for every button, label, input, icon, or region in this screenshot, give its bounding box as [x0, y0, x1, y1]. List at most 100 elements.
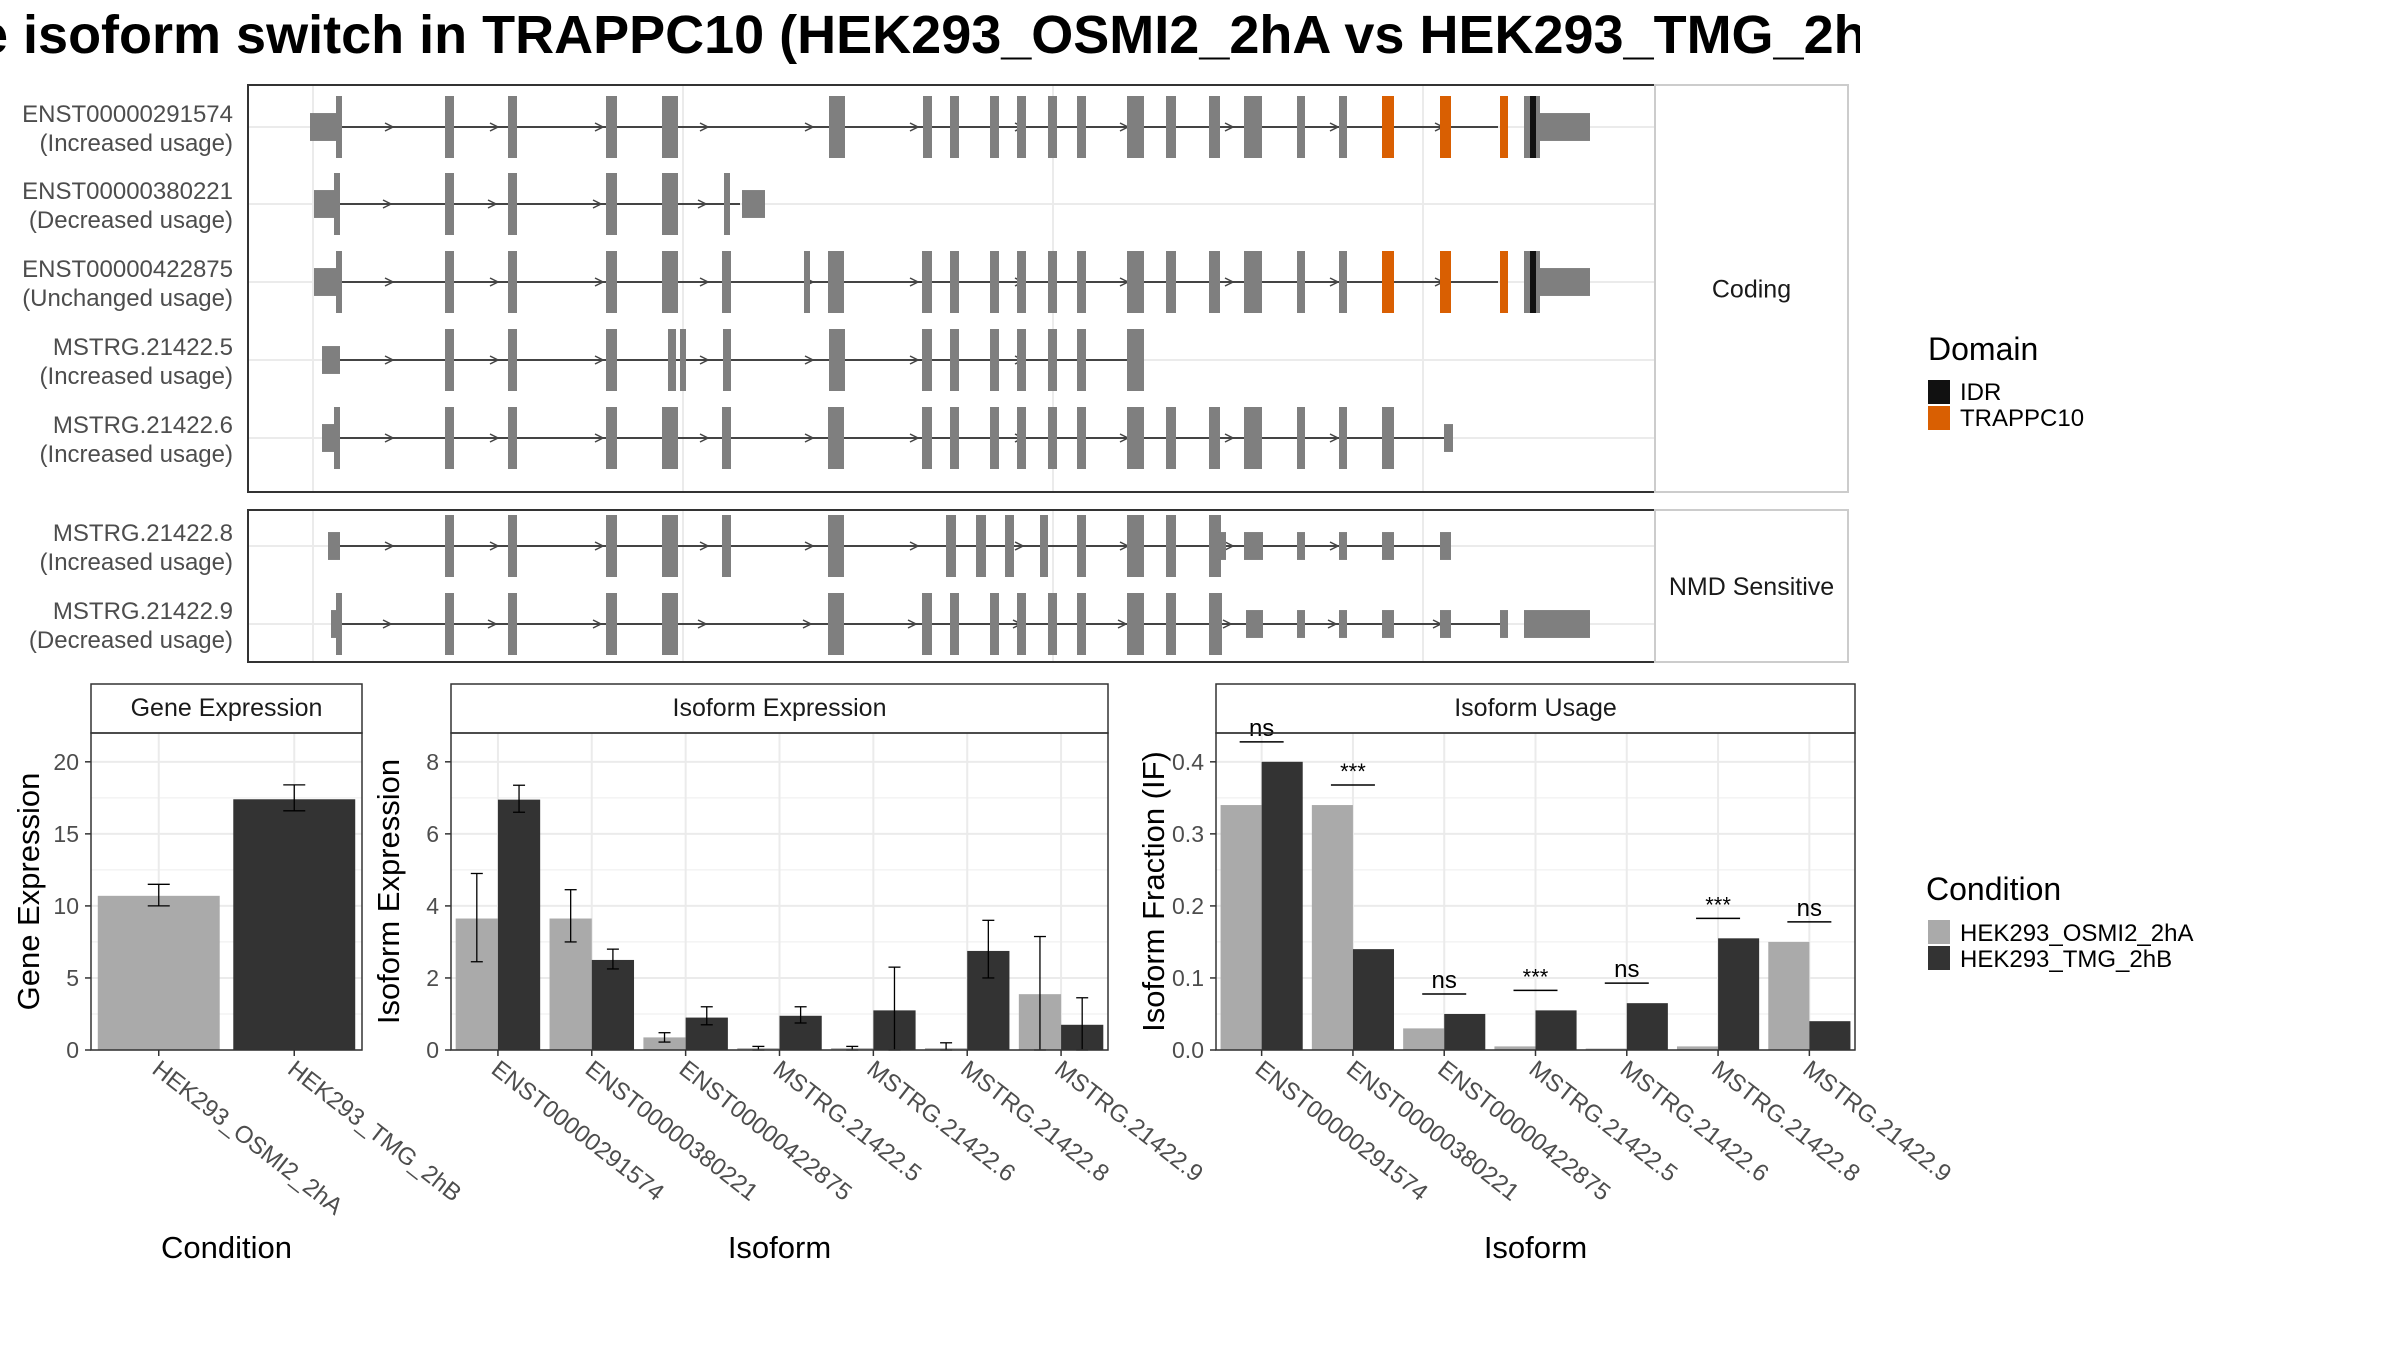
exon: [1218, 532, 1226, 560]
transcript-model-3: [314, 251, 1590, 313]
bar-panel-2: Isoform Expression 0 2 4 6 8 ENST00000291574EN…: [371, 683, 1208, 1265]
domain-legend-label: IDR: [1960, 379, 2001, 406]
transcript-model-7: [331, 593, 1590, 655]
exon: [606, 96, 617, 158]
domain-trappc10-exon: [1440, 251, 1451, 313]
exon: [1040, 515, 1048, 577]
panel-title: Isoform Usage: [1454, 694, 1617, 722]
exon: [445, 96, 454, 158]
exon: [1127, 593, 1144, 655]
exon: [508, 96, 517, 158]
exon: [1339, 610, 1347, 638]
y-tick-label: 2: [426, 965, 439, 991]
exon: [950, 251, 959, 313]
exon: [829, 96, 845, 158]
bar: [591, 959, 635, 1050]
facet-strip: [1215, 683, 1856, 734]
exon: [1166, 251, 1176, 313]
exon: [1017, 251, 1026, 313]
exon: [1339, 407, 1347, 469]
exon: [1127, 329, 1144, 391]
exon: [1127, 96, 1144, 158]
exon: [1297, 532, 1305, 560]
strand-arrow: [489, 355, 500, 365]
exon: [1500, 610, 1508, 638]
strand-arrow: [1329, 433, 1340, 443]
exon: [662, 515, 678, 577]
exon: [1244, 251, 1262, 313]
bar: [1403, 1028, 1445, 1050]
exon: [950, 593, 959, 655]
condition-legend-label: HEK293_OSMI2_2hA: [1960, 920, 2193, 947]
exon: [1209, 593, 1222, 655]
x-tick-label: MSTRG.21422.9: [1798, 1055, 1957, 1187]
domain-trappc10-exon: [1500, 251, 1508, 313]
strand-arrow: [384, 541, 395, 551]
y-tick-label: 10: [53, 893, 79, 919]
transcript-usage-label: (Decreased usage): [29, 207, 233, 234]
exon: [662, 593, 678, 655]
x-tick-label: ENST00000291574: [486, 1055, 669, 1206]
strand-arrow: [1329, 122, 1340, 132]
bar: [1352, 949, 1395, 1050]
strand-arrow: [804, 122, 815, 132]
exon: [445, 515, 454, 577]
exon: [1209, 96, 1220, 158]
exon: [314, 190, 336, 218]
bar: [1676, 1046, 1719, 1050]
exon: [508, 515, 517, 577]
strand-arrow: [909, 355, 920, 365]
strand-arrow: [1224, 433, 1235, 443]
transcript-model-5: [322, 407, 1453, 469]
transcript-model-2: [314, 173, 765, 235]
domain-legend-key-idr: [1928, 380, 1950, 404]
bar: [1311, 805, 1353, 1050]
exon: [606, 515, 617, 577]
exon: [1166, 407, 1176, 469]
domain-trappc10-exon: [1382, 251, 1394, 313]
bar: [233, 799, 356, 1050]
strand-arrow: [1329, 277, 1340, 287]
strand-arrow: [384, 277, 395, 287]
exon: [508, 593, 517, 655]
exon: [990, 251, 999, 313]
exon: [508, 173, 517, 235]
exon: [1297, 610, 1305, 638]
exon: [508, 251, 517, 313]
exon: [723, 329, 731, 391]
transcript-model-1: [310, 96, 1590, 158]
strand-arrow: [909, 277, 920, 287]
strand-arrow: [1224, 277, 1235, 287]
exon: [1297, 96, 1305, 158]
exon: [1077, 515, 1086, 577]
strand-arrow: [909, 122, 920, 132]
exon: [1017, 593, 1026, 655]
strand-arrow: [699, 122, 710, 132]
exon: [336, 593, 342, 655]
exon: [662, 96, 678, 158]
domain-legend-title: Domain: [1928, 331, 2038, 367]
significance-label: ***: [1523, 964, 1549, 989]
exon: [1339, 251, 1347, 313]
strand-arrow: [699, 433, 710, 443]
strand-arrow: [697, 199, 708, 209]
strand-arrow: [804, 433, 815, 443]
bar: [1768, 941, 1810, 1050]
condition-legend-label: HEK293_TMG_2hB: [1960, 946, 2172, 973]
exon: [662, 251, 678, 313]
strand-arrow: [1329, 541, 1340, 551]
exon: [445, 251, 454, 313]
bar: [1809, 1021, 1851, 1050]
y-tick-label: 0: [66, 1037, 79, 1063]
strand-arrow: [594, 541, 605, 551]
exon: [722, 515, 731, 577]
exon: [1166, 593, 1176, 655]
exon: [336, 96, 342, 158]
facet-strip: [90, 683, 363, 734]
strand-arrow: [489, 122, 500, 132]
exon: [1244, 96, 1262, 158]
transcript-usage-label: (Increased usage): [40, 130, 233, 157]
panel-border: [90, 732, 363, 1051]
exon: [828, 593, 844, 655]
